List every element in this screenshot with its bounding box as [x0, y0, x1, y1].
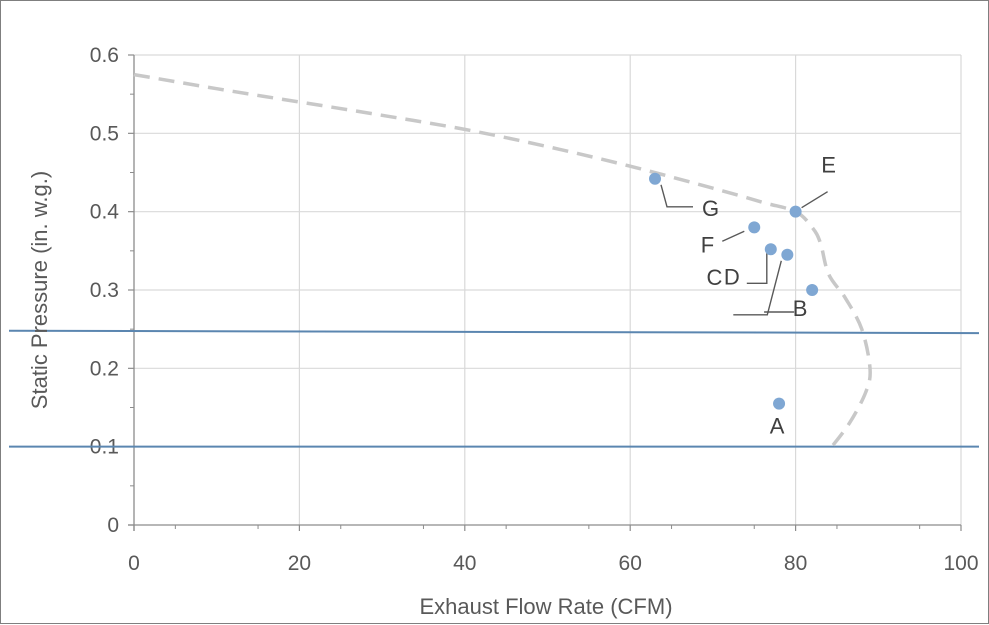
- reference-lines: [8, 329, 980, 448]
- y-axis-title: Static Pressure (in. w.g.): [27, 171, 52, 409]
- x-axis-title: Exhaust Flow Rate (CFM): [419, 594, 672, 619]
- point-label-a: A: [770, 414, 785, 439]
- system-curve: [133, 72, 872, 452]
- system-curve-line: [133, 72, 872, 452]
- y-tick-label: 0.4: [90, 201, 120, 224]
- label-leader-line: [722, 230, 745, 242]
- data-point-f: [748, 221, 761, 234]
- data-point-a: [773, 397, 786, 410]
- x-tick-label: 60: [619, 552, 642, 575]
- x-tick-label: 40: [453, 552, 476, 575]
- data-point-c: [781, 248, 794, 261]
- point-label-c: C: [706, 265, 722, 290]
- y-tick-label: 0.5: [90, 122, 119, 145]
- y-tick-label: 0.3: [90, 279, 119, 302]
- point-label-b: B: [793, 296, 808, 321]
- data-points: A B C D E FG: [649, 153, 836, 439]
- x-tick-label: 0: [128, 552, 140, 575]
- point-label-g: G: [702, 196, 719, 221]
- x-tick-label: 100: [943, 552, 978, 575]
- data-point-b: [806, 284, 819, 296]
- y-tick-label: 0: [107, 514, 119, 537]
- grid: [134, 54, 962, 525]
- x-tick-label: 80: [784, 552, 807, 575]
- reference-line: [8, 329, 980, 335]
- data-point-d: [764, 243, 777, 256]
- data-point-g: [649, 172, 662, 185]
- label-leader-line: [660, 184, 693, 208]
- x-tick-label: 20: [288, 552, 311, 575]
- label-leader-line: [801, 191, 828, 209]
- axis-labels: Exhaust Flow Rate (CFM) Static Pressure …: [27, 171, 673, 619]
- y-tick-label: 0.2: [90, 357, 119, 380]
- point-label-e: E: [821, 153, 836, 178]
- point-label-f: F: [701, 232, 714, 257]
- y-tick-label: 0.6: [90, 44, 119, 67]
- axes: 00.10.20.30.40.50.60 20 40 60 80 100: [90, 44, 979, 575]
- point-label-d: D: [724, 264, 740, 289]
- label-leader-line: [746, 253, 768, 284]
- label-leader-line: [733, 260, 782, 316]
- data-point-e: [789, 205, 802, 218]
